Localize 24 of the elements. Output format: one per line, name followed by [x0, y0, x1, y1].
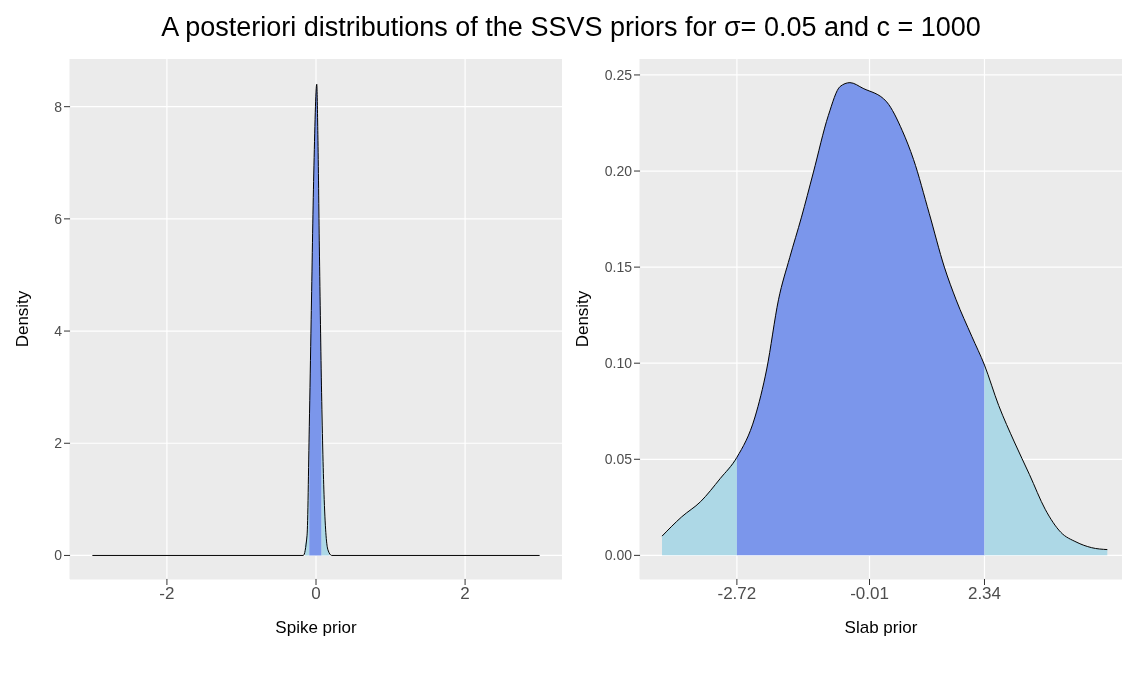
y-tick-label: 0 — [54, 547, 63, 564]
x-tick-label: -2.72 — [717, 584, 757, 604]
y-tick-label: 8 — [54, 98, 63, 115]
y-tick-label: 4 — [54, 323, 63, 340]
x-tick-label: -2 — [159, 584, 175, 604]
y-axis-title: Density — [573, 290, 593, 348]
x-tick-label: -0.01 — [850, 584, 889, 604]
y-axis-title: Density — [13, 290, 33, 348]
x-axis-title: Slab prior — [844, 618, 918, 637]
y-tick-label: 2 — [54, 435, 63, 452]
x-tick-label: 2 — [460, 584, 470, 604]
y-tick-label: 0.25 — [604, 66, 633, 83]
y-tick-label: 0.00 — [604, 547, 633, 564]
line-series — [91, 83, 541, 556]
x-tick-label: 0 — [311, 584, 321, 604]
x-axis-title: Spike prior — [275, 618, 357, 637]
chart-title: A posteriori distributions of the SSVS priors for σ= 0.05 and c = 1000 — [160, 11, 982, 44]
y-tick-label: 6 — [54, 210, 63, 227]
y-tick-label: 0.20 — [604, 163, 633, 179]
line-series — [661, 82, 1108, 551]
y-tick-label: 0.15 — [604, 259, 633, 276]
y-tick-label: 0.05 — [604, 451, 633, 468]
x-tick-label: 2.34 — [967, 584, 1002, 604]
y-tick-label: 0.10 — [604, 355, 633, 372]
